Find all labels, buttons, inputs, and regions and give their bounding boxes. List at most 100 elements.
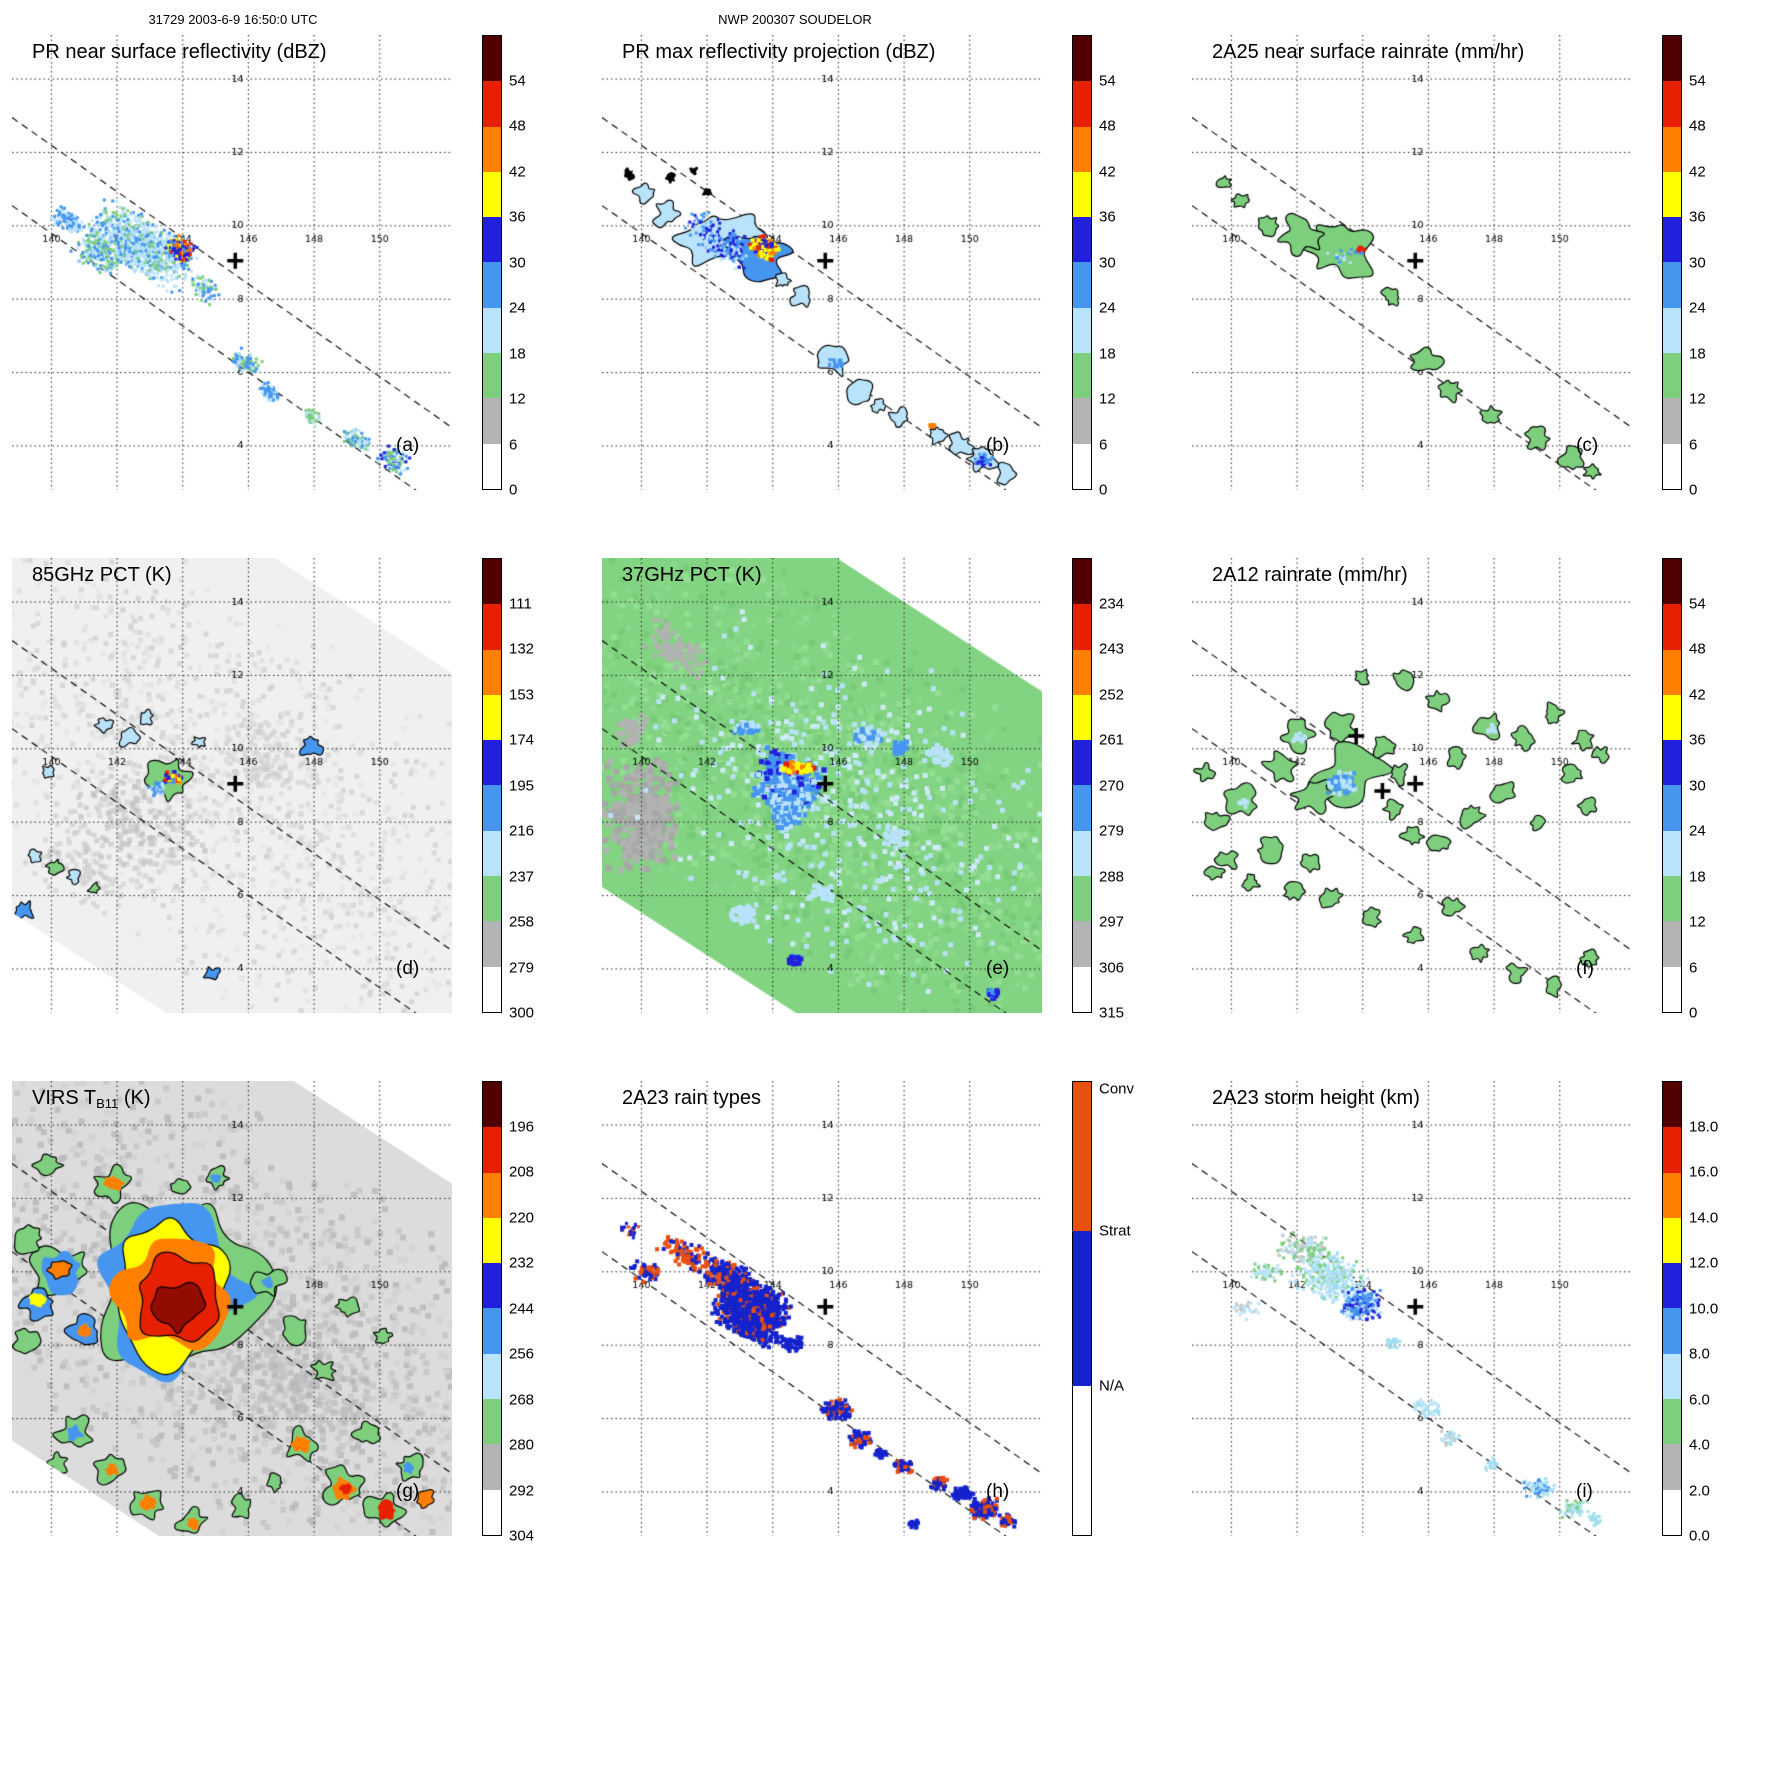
map-canvas-g [12,1081,452,1536]
panel-i: 2A23 storm height (km) (i) 18.0 16.0 14.0 12.… [1192,1081,1770,1545]
panel-c: 2A25 near surface rainrate (mm/hr) (c) 54 4… [1192,35,1770,499]
map-canvas-f [1192,558,1632,1013]
colorbar-segment [1663,217,1681,263]
colorbar-segment [483,1263,501,1309]
colorbar-segment [1663,262,1681,308]
panel-title-text: PR max reflectivity projection (dBZ) [622,41,936,63]
colorbar-segment [1663,559,1681,605]
colorbar-f [1662,558,1682,1013]
colorbar-tick-label: 306 [1099,959,1125,976]
colorbar-tick-label: 48 [509,117,526,135]
colorbar-segment [1073,876,1091,922]
colorbar-segment [1073,1231,1091,1386]
colorbar-e [1072,558,1092,1013]
colorbar-segment [483,1127,501,1173]
panel-title: PR near surface reflectivity (dBZ) [32,41,327,65]
colorbar-tick-label: 18 [509,345,526,362]
panel-title: PR max reflectivity projection (dBZ) [622,41,935,65]
colorbar-d [482,558,502,1013]
colorbar-i [1662,1081,1682,1536]
colorbar-tick-label: 270 [1099,777,1125,794]
storm-label: NWP 200307 SOUDELOR [718,12,872,27]
colorbar-segment [1073,171,1091,218]
colorbar-segment [483,307,501,354]
panel-h: 2A23 rain types (h) Conv Strat N/A [602,1081,1180,1536]
colorbar-segment [483,785,501,831]
colorbar-segment [1663,876,1681,922]
colorbar-b [1072,35,1092,490]
colorbar-tick-label: 36 [1689,208,1706,226]
colorbar-segment [1663,649,1681,695]
colorbar-tick-label: 30 [1099,254,1116,271]
colorbar-segment [483,353,501,399]
colorbar-tick-label: 237 [509,868,535,885]
panel-title: VIRS TB11 (K) [32,1087,150,1111]
colorbar-segment [483,1217,501,1264]
panel-title: 37GHz PCT (K) [622,564,762,588]
colorbar-tick-label: 42 [1689,686,1706,703]
colorbar-segment [1663,604,1681,650]
colorbar-tick-label: 300 [509,1004,535,1022]
colorbar-tick-label: 111 [509,595,532,612]
colorbar-segment [483,1353,501,1400]
panel-letter: (a) [396,435,420,456]
colorbar-segment [1073,36,1091,82]
colorbar-segment [1663,966,1681,1012]
colorbar-tick-label: 304 [509,1527,535,1545]
colorbar-segment [483,1399,501,1445]
colorbar-tick-label: 153 [509,686,535,703]
colorbar-segment [1663,785,1681,831]
colorbar-segment [1663,1127,1681,1173]
colorbar-tick-label: 18 [1099,345,1116,362]
colorbar-tick-label: 48 [1689,640,1706,658]
colorbar-segment [1073,830,1091,877]
colorbar-tick-label: 315 [1099,1004,1125,1022]
colorbar-segment [1663,1082,1681,1128]
colorbar-tick-label: 48 [1099,117,1116,135]
colorbar-segment [483,126,501,172]
map-canvas-d [12,558,452,1013]
colorbar-tick-label: 24 [1689,299,1706,317]
colorbar-segment [1073,740,1091,786]
colorbar-segment [1073,398,1091,444]
colorbar-tick-label: 14.0 [1689,1209,1719,1226]
colorbar-tick-label: 36 [509,208,526,226]
colorbar-segment [1073,694,1091,741]
colorbar-segment [1073,649,1091,695]
colorbar-segment [1073,81,1091,127]
colorbar-segment [1663,126,1681,172]
colorbar-segment [1663,398,1681,444]
panel-letter: (d) [396,958,420,979]
map-canvas-h [602,1081,1042,1536]
colorbar-segment [1073,262,1091,308]
colorbar-tick-label: 30 [1689,254,1706,271]
panel-title-text: 2A23 storm height (km) [1212,1087,1420,1109]
colorbar-segment [483,921,501,967]
colorbar-segment [1073,966,1091,1012]
colorbar-type-label: Strat [1099,1222,1131,1240]
map-canvas-e [602,558,1042,1013]
colorbar-tick-label: 6 [509,436,518,453]
colorbar-tick-label: 6.0 [1689,1391,1710,1408]
panel-title-units: (K) [118,1087,151,1109]
colorbar-tick-label: 208 [509,1163,535,1181]
panel-letter: (h) [986,1481,1010,1502]
colorbar-tick-label: 18.0 [1689,1118,1719,1135]
colorbar-segment [1663,81,1681,127]
panel-letter: (g) [396,1481,420,1502]
colorbar-segment [1663,353,1681,399]
panel-title-text: VIRS T [32,1087,97,1109]
colorbar-tick-label: 2.0 [1689,1482,1710,1499]
colorbar-segment [483,966,501,1012]
colorbar-tick-label: 174 [509,731,535,749]
colorbar-tick-label: 54 [509,72,526,89]
colorbar-segment [1663,1353,1681,1400]
colorbar-tick-label: 261 [1099,731,1125,749]
colorbar-segment [483,559,501,605]
colorbar-segment [1663,740,1681,786]
colorbar-tick-label: 216 [509,822,535,840]
colorbar-tick-label: 8.0 [1689,1345,1710,1363]
colorbar-segment [1073,126,1091,172]
colorbar-tick-label: 12 [1689,390,1706,408]
colorbar-segment [483,262,501,308]
